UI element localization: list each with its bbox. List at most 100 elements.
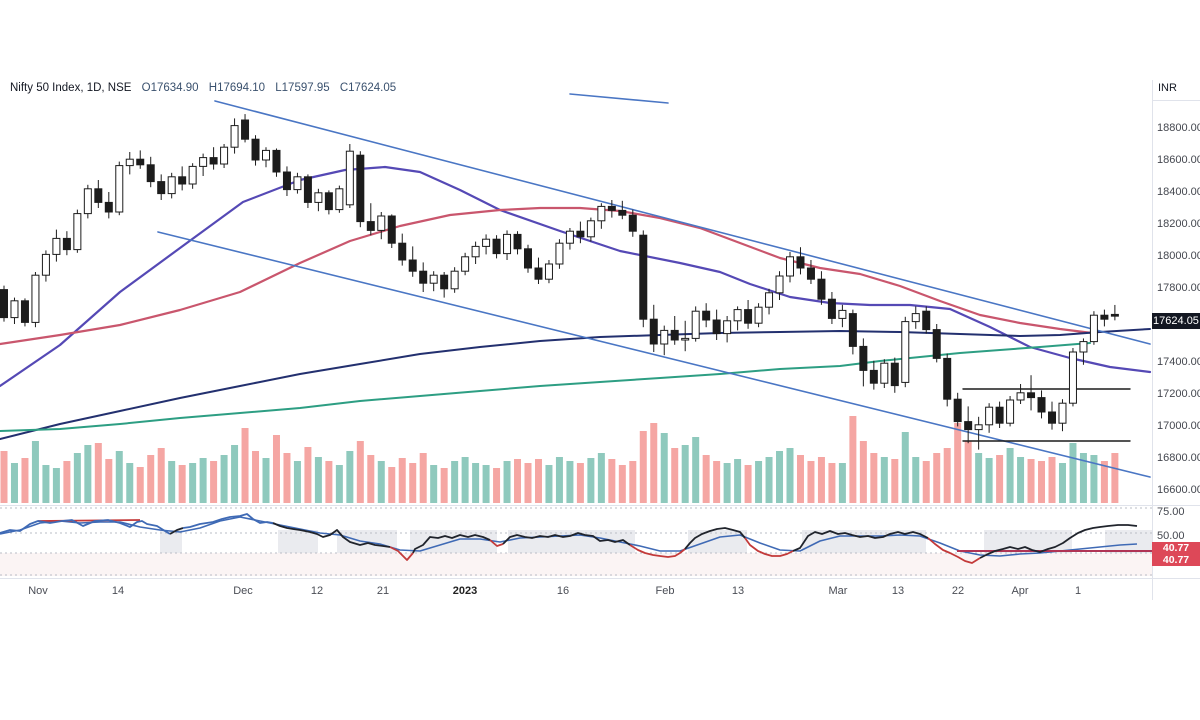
rsi-line-red <box>489 539 504 547</box>
volume-bar <box>105 459 113 503</box>
candle-down <box>607 205 616 211</box>
volume-bar <box>1079 453 1087 503</box>
volume-bar <box>692 437 700 503</box>
candle-down <box>408 259 417 272</box>
volume-bar <box>42 465 50 503</box>
volume-bar <box>461 457 469 503</box>
volume-bar <box>283 453 291 503</box>
volume-bar <box>241 428 249 503</box>
candle-down <box>995 406 1004 424</box>
volume-bar <box>1111 453 1119 503</box>
candle-down <box>324 192 333 211</box>
candle-up <box>565 230 574 244</box>
candle-down <box>796 256 805 269</box>
volume-bar <box>975 453 983 503</box>
volume-bar <box>52 468 60 503</box>
candle-up <box>450 270 459 290</box>
volume-bar <box>262 458 270 503</box>
price-axis-label: 16600.00 <box>1157 484 1200 496</box>
rsi-line-black <box>792 530 929 552</box>
candle-down <box>356 154 365 223</box>
candle-down <box>702 310 711 321</box>
candle-down <box>272 149 281 173</box>
price-axis-label: 16800.00 <box>1157 452 1200 464</box>
candle-down <box>670 329 679 341</box>
candle-down <box>1110 313 1119 317</box>
volume-bar <box>796 455 804 503</box>
trendline-upper <box>214 100 1151 345</box>
volume-bar <box>1048 457 1056 503</box>
candle-up <box>220 146 229 165</box>
volume-bar <box>1038 461 1046 503</box>
candle-up <box>115 165 124 213</box>
candle-down <box>1027 392 1036 399</box>
candle-up <box>765 292 774 308</box>
candle-up <box>293 176 302 191</box>
pane-separator <box>0 505 1200 506</box>
volume-bar <box>681 445 689 503</box>
volume-bar <box>503 461 511 503</box>
volume-bar <box>776 451 784 503</box>
candle-up <box>911 313 920 323</box>
rsi-value-badge: 40.77 <box>1152 554 1200 566</box>
volume-bar <box>524 463 532 503</box>
volume-bar <box>566 461 574 503</box>
volume-bar <box>996 455 1004 503</box>
volume-bar <box>63 461 71 503</box>
volume-bar <box>933 453 941 503</box>
volume-bar <box>147 455 155 503</box>
volume-bar <box>597 453 605 503</box>
candle-up <box>1079 341 1088 353</box>
candle-up <box>1068 351 1077 404</box>
candle-down <box>157 181 166 195</box>
volume-bar <box>587 458 595 503</box>
volume-bar <box>880 457 888 503</box>
candle-up <box>786 256 794 277</box>
volume-bar <box>734 459 742 503</box>
time-axis-label: Dec <box>233 585 253 597</box>
candle-up <box>199 157 208 167</box>
candle-down <box>524 248 532 269</box>
ma-navy <box>0 328 1151 440</box>
volume-bar <box>828 463 836 503</box>
volume-bar <box>765 457 773 503</box>
candle-down <box>1048 411 1056 424</box>
volume-bar <box>356 441 364 503</box>
candle-up <box>880 362 889 384</box>
volume-bar <box>786 448 794 503</box>
volume-bar <box>870 453 878 503</box>
volume-bar <box>922 461 930 503</box>
candle-up <box>429 274 438 284</box>
time-axis-label: 16 <box>556 585 570 597</box>
candle-down <box>241 119 250 140</box>
symbol-legend: Nifty 50 Index, 1D, NSE O17634.90 H17694… <box>10 82 396 94</box>
volume-bar <box>73 453 81 503</box>
volume-bar <box>1090 455 1098 503</box>
time-axis-label: Feb <box>655 585 675 597</box>
ma-green <box>0 342 1091 432</box>
time-axis-label: Mar <box>828 585 848 597</box>
volume-bar <box>346 451 354 503</box>
volume-bar <box>964 441 972 503</box>
candle-up <box>262 149 270 161</box>
candle-up <box>377 215 386 231</box>
volume-bar <box>576 463 584 503</box>
candle-down <box>366 221 375 231</box>
candle-up <box>335 188 344 211</box>
time-axis-separator <box>0 578 1200 579</box>
time-axis-label: 1 <box>1074 585 1082 597</box>
candle-up <box>838 309 847 319</box>
ma-purple <box>0 165 1152 388</box>
candle-down <box>859 345 868 371</box>
time-axis-label: Nov <box>28 585 48 597</box>
rsi-value-badge: 40.77 <box>1152 542 1200 554</box>
volume-bar <box>136 467 144 503</box>
candle-up <box>230 125 239 148</box>
candle-up <box>314 192 323 203</box>
volume-bar <box>189 463 197 503</box>
candle-down <box>513 233 522 250</box>
rsi-band <box>278 530 318 553</box>
volume-bar <box>901 432 909 503</box>
volume-bar <box>10 463 18 503</box>
